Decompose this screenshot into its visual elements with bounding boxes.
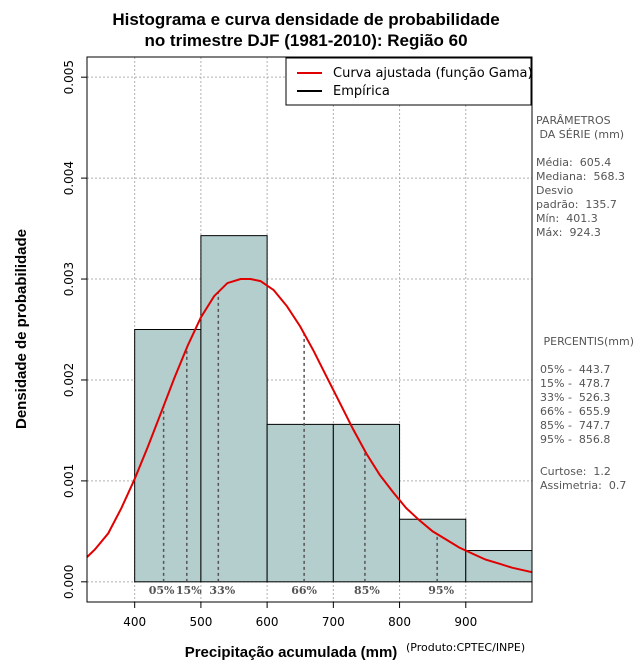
percentile-label: 95% bbox=[428, 584, 454, 597]
histogram-bars bbox=[134, 235, 533, 583]
param-stddev-2: padrão: 135.7 bbox=[536, 198, 617, 211]
stat-skewness: Assimetria: 0.7 bbox=[540, 479, 626, 492]
param-min: Mín: 401.3 bbox=[536, 212, 598, 225]
x-tick-label: 600 bbox=[256, 615, 279, 629]
stat-kurtosis: Curtose: 1.2 bbox=[540, 465, 611, 478]
y-tick-label: 0.003 bbox=[62, 262, 76, 296]
percentile-label: 85% bbox=[354, 584, 380, 597]
chart-title-line-1: Histograma e curva densidade de probabil… bbox=[112, 10, 499, 29]
percentile-labels: 05% 15% 33% 66% 85% 95% bbox=[149, 584, 455, 597]
y-tick-label: 0.005 bbox=[62, 60, 76, 94]
y-tick-label: 0.000 bbox=[62, 565, 76, 599]
legend: Curva ajustada (função Gama) Empírica bbox=[285, 57, 533, 106]
percentile-label: 05% bbox=[149, 584, 175, 597]
x-axis-title: Precipitação acumulada (mm) bbox=[185, 644, 398, 660]
x-tick-label: 700 bbox=[322, 615, 345, 629]
percentile-label: 33% bbox=[209, 584, 235, 597]
side-panel: PARÂMETROS DA SÉRIE (mm) Média: 605.4 Me… bbox=[536, 114, 634, 492]
histogram-bar bbox=[200, 235, 268, 583]
param-stddev-1: Desvio bbox=[536, 184, 574, 197]
x-tick-label: 400 bbox=[123, 615, 146, 629]
y-axis-title: Densidade de probabilidade bbox=[13, 229, 30, 429]
percentil-33: 33% - 526.3 bbox=[540, 391, 610, 404]
percentile-label: 66% bbox=[291, 584, 317, 597]
plot-frame bbox=[86, 56, 533, 603]
histogram-bar bbox=[134, 329, 202, 583]
histogram-bar bbox=[266, 423, 334, 583]
x-tick-label: 500 bbox=[189, 615, 212, 629]
percentil-66: 66% - 655.9 bbox=[540, 405, 610, 418]
y-axis: 0.000 0.001 0.002 0.003 0.004 0.005 bbox=[62, 60, 87, 599]
histogram-bar bbox=[399, 518, 467, 583]
percentile-lines bbox=[162, 292, 438, 582]
percentile-label: 15% bbox=[176, 584, 202, 597]
product-credit: (Produto:CPTEC/INPE) bbox=[406, 641, 525, 654]
fitted-curve-line bbox=[86, 278, 533, 574]
y-tick-label: 0.002 bbox=[62, 363, 76, 397]
x-axis: 400 500 600 700 800 900 bbox=[123, 602, 477, 629]
param-mean: Média: 605.4 bbox=[536, 156, 611, 169]
param-median: Mediana: 568.3 bbox=[536, 170, 625, 183]
percentis-title: PERCENTIS(mm) bbox=[540, 335, 634, 348]
percentil-05: 05% - 443.7 bbox=[540, 363, 610, 376]
percentil-15: 15% - 478.7 bbox=[540, 377, 610, 390]
params-title-1: PARÂMETROS bbox=[536, 114, 611, 127]
param-max: Máx: 924.3 bbox=[536, 226, 601, 239]
fitted-curve-group bbox=[86, 278, 533, 574]
y-tick-label: 0.001 bbox=[62, 464, 76, 498]
y-tick-label: 0.004 bbox=[62, 161, 76, 195]
legend-empirical-label: Empírica bbox=[333, 84, 390, 99]
chart-title-line-2: no trimestre DJF (1981-2010): Região 60 bbox=[144, 31, 467, 50]
x-tick-label: 900 bbox=[454, 615, 477, 629]
percentil-95: 95% - 856.8 bbox=[540, 433, 610, 446]
legend-box bbox=[285, 57, 532, 106]
histogram-bar bbox=[332, 423, 401, 583]
x-tick-label: 800 bbox=[388, 615, 411, 629]
percentil-85: 85% - 747.7 bbox=[540, 419, 610, 432]
legend-fitted-label: Curva ajustada (função Gama) bbox=[333, 66, 533, 81]
params-title-2: DA SÉRIE (mm) bbox=[536, 128, 624, 141]
